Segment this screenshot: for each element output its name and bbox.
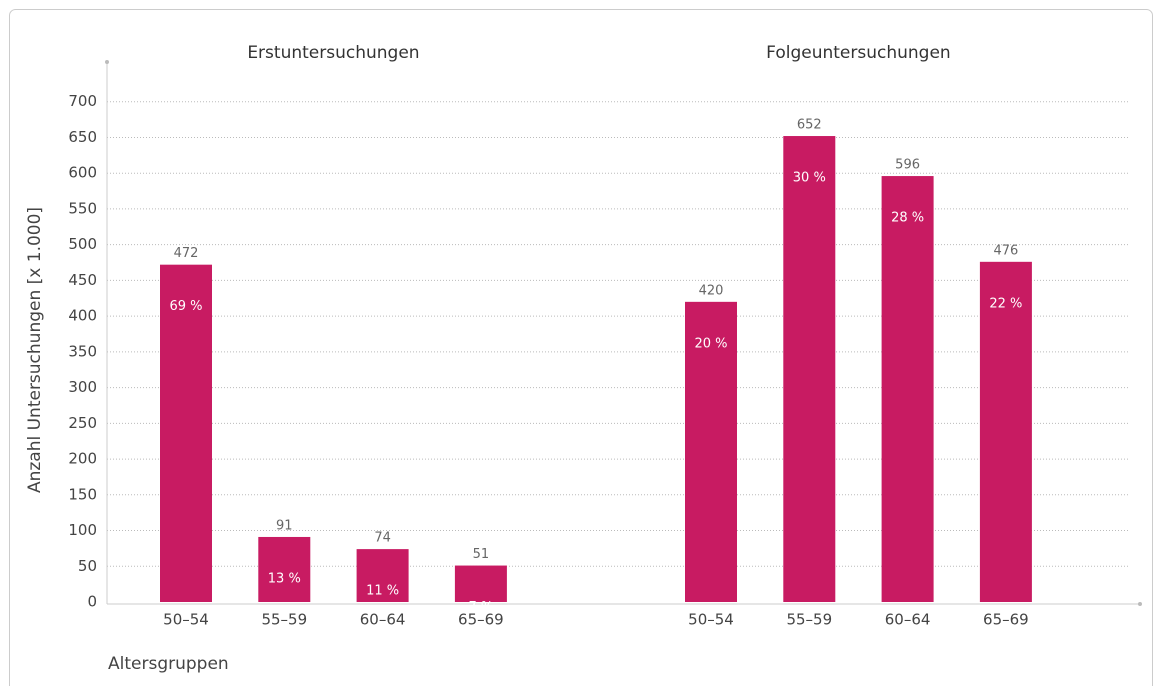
share-label: 22 % bbox=[989, 296, 1022, 311]
y-tick-label: 200 bbox=[68, 450, 97, 468]
share-label: 11 % bbox=[366, 584, 399, 599]
share-label: 13 % bbox=[268, 571, 301, 586]
bar bbox=[356, 549, 409, 602]
y-tick-label: 650 bbox=[68, 128, 97, 146]
bar bbox=[160, 264, 212, 602]
x-tick-label: 60–64 bbox=[360, 611, 406, 629]
x-tick-label: 50–54 bbox=[688, 611, 734, 629]
share-label: 28 % bbox=[891, 211, 924, 226]
x-axis-label: Altersgruppen bbox=[108, 654, 229, 674]
x-tick-label: 50–54 bbox=[163, 611, 209, 629]
bar bbox=[783, 136, 836, 602]
bar bbox=[881, 176, 934, 603]
x-tick-label: 55–59 bbox=[261, 611, 307, 629]
bar bbox=[454, 565, 507, 602]
bar bbox=[685, 301, 737, 602]
x-tick-label: 65–69 bbox=[983, 611, 1029, 629]
value-label: 74 bbox=[374, 531, 391, 546]
value-label: 91 bbox=[276, 518, 293, 533]
bar bbox=[258, 536, 311, 602]
y-tick-label: 450 bbox=[68, 271, 97, 289]
y-tick-label: 250 bbox=[68, 414, 97, 432]
group-title: Erstuntersuchungen bbox=[247, 43, 419, 63]
y-tick-label: 500 bbox=[68, 235, 97, 253]
share-label: 20 % bbox=[694, 336, 727, 351]
y-tick-label: 400 bbox=[68, 307, 97, 325]
y-tick-label: 350 bbox=[68, 342, 97, 360]
x-tick-label: 65–69 bbox=[458, 611, 504, 629]
y-tick-label: 50 bbox=[78, 557, 97, 575]
y-tick-label: 700 bbox=[68, 92, 97, 110]
x-tick-label: 60–64 bbox=[885, 611, 931, 629]
value-label: 472 bbox=[174, 246, 199, 261]
share-label: 69 % bbox=[169, 299, 202, 314]
value-label: 652 bbox=[797, 118, 822, 133]
axis-dot bbox=[1138, 602, 1142, 606]
y-tick-label: 0 bbox=[87, 593, 97, 611]
group-title: Folgeuntersuchungen bbox=[766, 43, 951, 63]
value-label: 476 bbox=[993, 243, 1018, 258]
share-label: 30 % bbox=[793, 171, 826, 186]
y-tick-label: 600 bbox=[68, 164, 97, 182]
y-axis-label: Anzahl Untersuchungen [x 1.000] bbox=[25, 207, 45, 493]
bar bbox=[979, 261, 1032, 602]
y-tick-label: 300 bbox=[68, 378, 97, 396]
y-tick-label: 150 bbox=[68, 485, 97, 503]
x-tick-label: 55–59 bbox=[786, 611, 832, 629]
y-tick-label: 100 bbox=[68, 521, 97, 539]
value-label: 51 bbox=[473, 547, 490, 562]
axis-dot bbox=[105, 60, 109, 64]
value-label: 420 bbox=[699, 283, 724, 298]
value-label: 596 bbox=[895, 158, 920, 173]
card bbox=[9, 9, 1153, 686]
share-label: 7 % bbox=[469, 600, 494, 615]
y-tick-label: 550 bbox=[68, 199, 97, 217]
